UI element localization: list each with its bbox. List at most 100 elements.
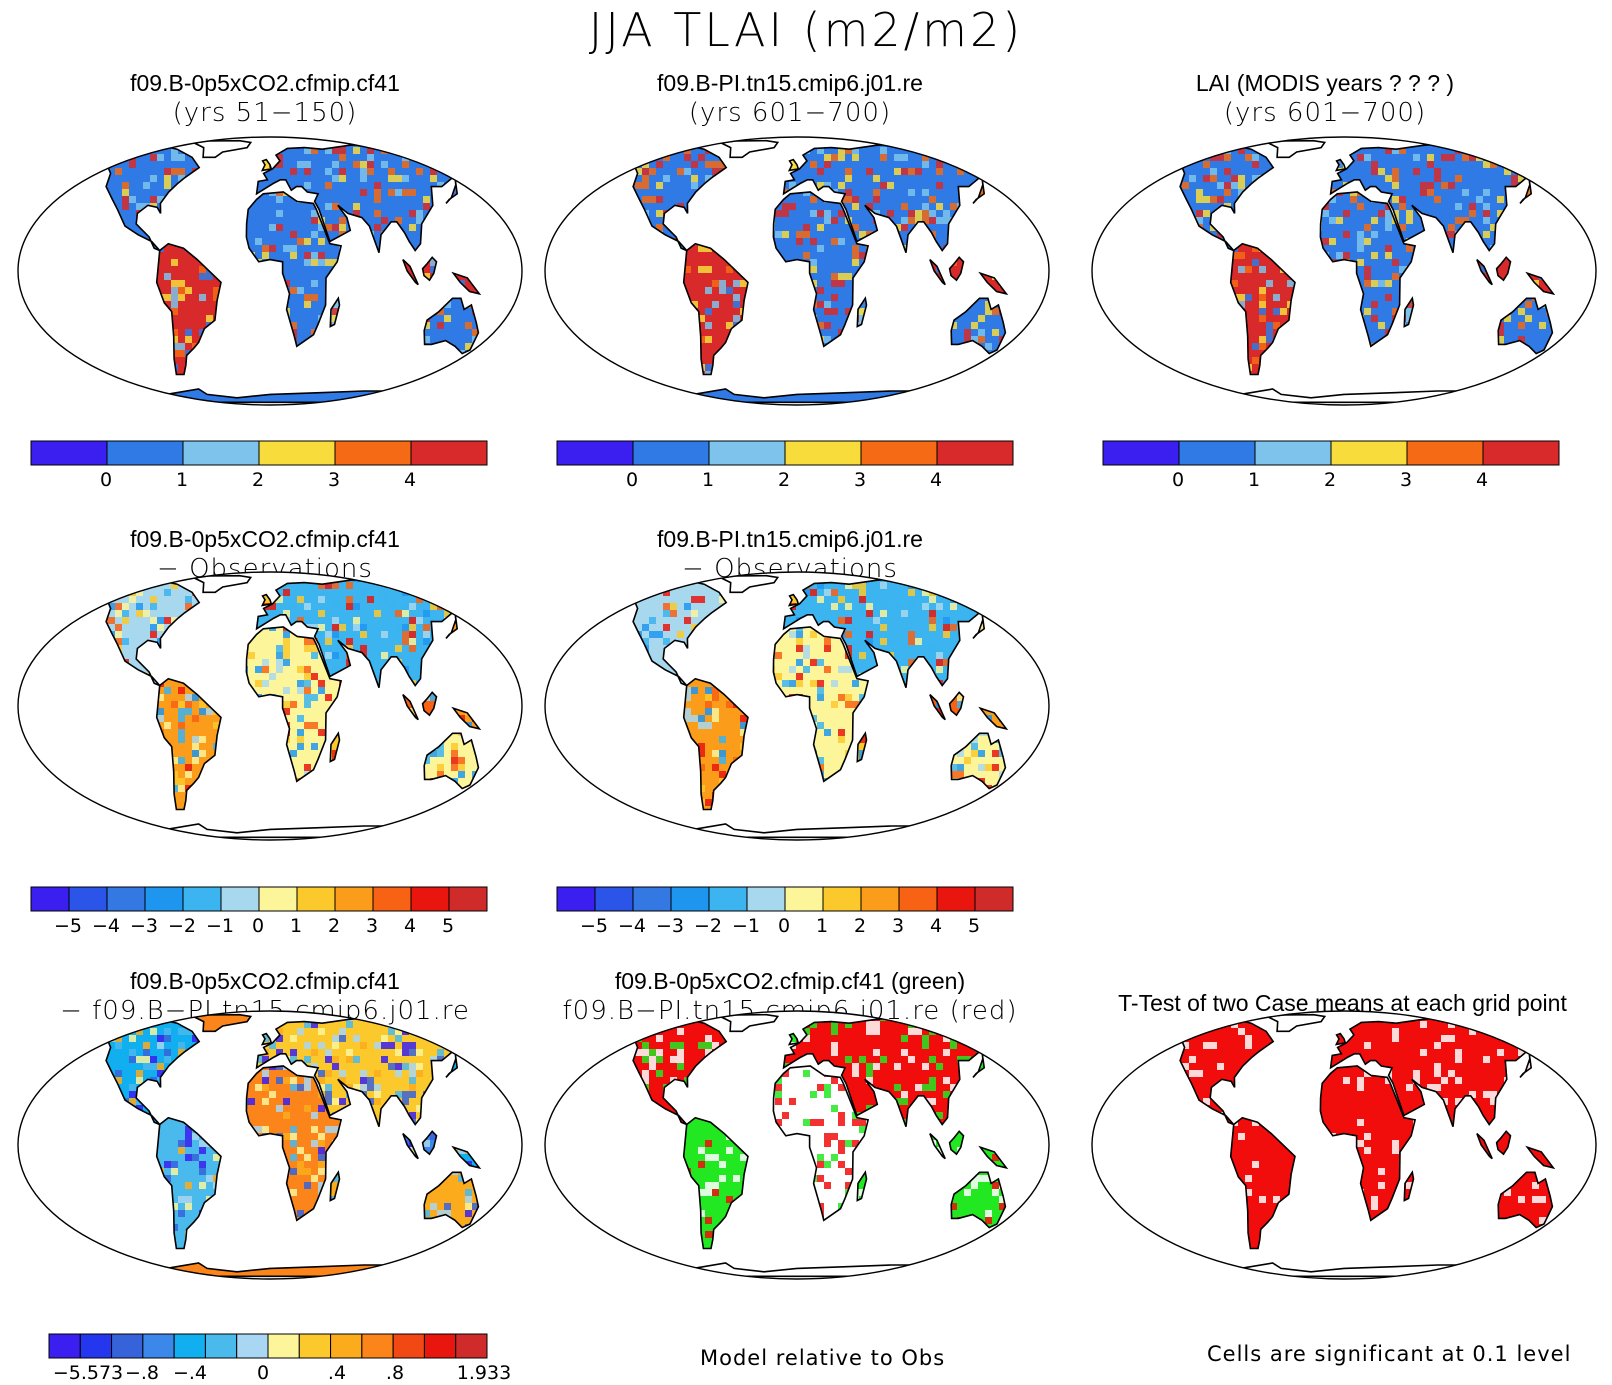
colorbar-tick-label: −3 [656,915,684,936]
colorbar-tick-label: −5 [580,915,608,936]
colorbar-swatch [1254,440,1332,466]
colorbar-swatch [594,886,634,912]
colorbar-tick-label: −1 [206,915,234,936]
colorbar-lai-model-pi: 0 1 2 3 4 [556,440,1014,490]
colorbar-swatch [455,1333,488,1359]
colorbar-tick-label: 3 [366,915,378,936]
region-africa [773,192,869,347]
region-newguinea [980,708,1007,729]
colorbar-tick-label: 1 [176,469,188,490]
colorbar-tick-label: 5 [968,915,980,936]
region-greenland [194,1014,251,1032]
colorbar-tick-label: −4 [92,915,120,936]
colorbar-tick-label: −5 [54,915,82,936]
colorbar-swatch [204,1333,238,1359]
region-japan [446,1053,458,1078]
colorbar-swatch [1406,440,1484,466]
colorbar-swatch [708,886,748,912]
panel-title-p1: f09.B-0p5xCO2.cfmip.cf41 (yrs 51−150) [10,68,520,128]
colorbar-tick-label: 4 [930,915,942,936]
panel-title-p4: f09.B-0p5xCO2.cfmip.cf41 − Observations [10,524,520,584]
note-significance-level: Cells are significant at 0.1 level [1207,1342,1572,1366]
colorbar-swatch [106,440,184,466]
region-japan [973,1053,985,1078]
colorbar-diff-pi: −5 −4 −3 −2 −1 0 1 2 3 4 5 [556,886,1014,936]
colorbar-swatch [79,1333,113,1359]
panel-title-p3: LAI (MODIS years ? ? ? ) (yrs 601−700) [1065,68,1585,128]
colorbar-swatch [1482,440,1560,466]
colorbar-tick-label: 4 [930,469,942,490]
colorbar-tick-label: −2 [694,915,722,936]
colorbar-swatch [974,886,1014,912]
region-eurasia [783,143,1010,253]
colorbar-tick-label: 1.933 [457,1362,511,1384]
colorbar-tick-label: .4 [328,1362,346,1384]
region-greenland [1268,1014,1325,1032]
note-model-relative-to-obs: Model relative to Obs [700,1346,946,1370]
region-newguinea [980,273,1007,294]
panel-title-line1: f09.B-PI.tn15.cmip6.j01.re [657,70,923,96]
panel-title-line1: f09.B-PI.tn15.cmip6.j01.re [657,526,923,552]
colorbar-swatch [822,886,862,912]
colorbar-swatch [898,886,938,912]
region-eurasia [256,1017,483,1127]
colorbar-tick-label: −1 [732,915,760,936]
colorbar-swatch [632,440,710,466]
panel-title-line2: (yrs 601−700) [688,98,892,128]
colorbar-tick-label: 4 [1476,469,1488,490]
figure-title: JJA TLAI (m2/m2) [588,3,1024,57]
colorbar-tick-label: 3 [1400,469,1412,490]
colorbar-swatch [144,886,184,912]
colorbar-swatch [708,440,786,466]
region-namerica [1143,1020,1274,1125]
colorbar-swatch [372,886,412,912]
colorbar-swatch [236,1333,269,1359]
map-frame [544,571,1050,841]
map-frame [544,136,1050,406]
map-panel-case-difference [17,1010,523,1280]
colorbar-tick-label: −4 [618,915,646,936]
colorbar-swatch [267,1333,300,1359]
colorbar-swatch [361,1333,394,1359]
region-samerica [683,678,748,810]
colorbar-tick-label: 4 [404,915,416,936]
region-uk [789,594,799,606]
colorbar-swatch [784,886,824,912]
colorbar-tick-label: 1 [816,915,828,936]
colorbar-swatch [220,886,260,912]
colorbar-tick-label: 0 [100,469,112,490]
colorbar-swatch [392,1333,425,1359]
colorbar-swatch [1178,440,1256,466]
colorbar-lai-model-cf41: 0 1 2 3 4 [30,440,488,490]
colorbar-swatch [423,1333,457,1359]
region-greenland [194,575,251,593]
region-newguinea [453,708,480,729]
colorbar-tick-label: 2 [252,469,264,490]
colorbar-swatch [111,1333,144,1359]
colorbar-swatch [860,440,938,466]
region-greenland [194,140,251,158]
colorbar-swatch [296,886,336,912]
panel-title-line1: f09.B-0p5xCO2.cfmip.cf41 [130,968,400,994]
region-uk [789,159,799,171]
map-frame [17,136,523,406]
colorbar-tick-label: 1 [290,915,302,936]
colorbar-lai-obs: 0 1 2 3 4 [1102,440,1560,490]
colorbar-tick-label: 3 [328,469,340,490]
colorbar-swatch [173,1333,206,1359]
colorbar-swatch [860,886,900,912]
region-greenland [721,1014,778,1032]
colorbar-tick-label: 2 [854,915,866,936]
region-samerica [683,243,748,375]
colorbar-swatch [556,886,596,912]
colorbar-tick-label: 2 [328,915,340,936]
colorbar-tick-label: −.8 [125,1362,159,1384]
colorbar-swatch [410,440,488,466]
colorbar-swatch [30,440,108,466]
map-panel-ttest [1091,1010,1597,1280]
colorbar-swatch [410,886,450,912]
panel-title-line2: (yrs 601−700) [1223,98,1427,128]
colorbar-tick-label: 2 [1324,469,1336,490]
colorbar-tick-label: 1 [702,469,714,490]
colorbar-diff-cf41: −5 −4 −3 −2 −1 0 1 2 3 4 5 [30,886,488,936]
